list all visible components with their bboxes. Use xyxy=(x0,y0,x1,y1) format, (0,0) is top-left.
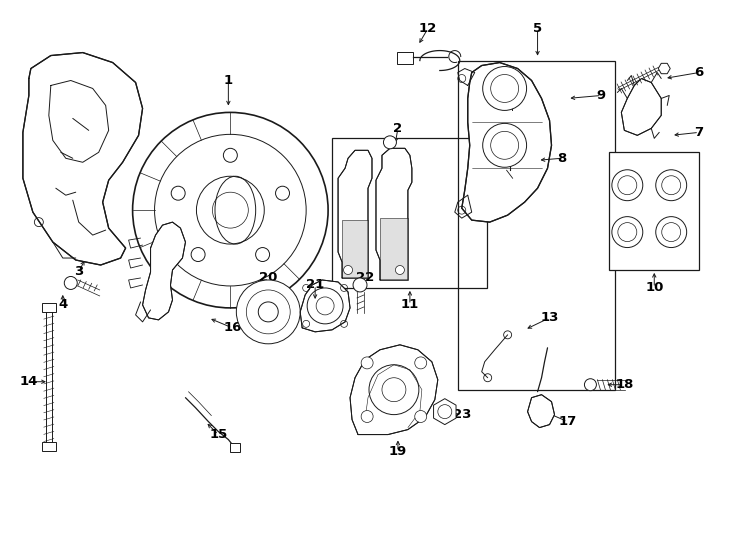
Polygon shape xyxy=(658,63,670,73)
Polygon shape xyxy=(380,218,408,280)
Circle shape xyxy=(361,357,373,369)
Circle shape xyxy=(65,276,77,289)
Text: 4: 4 xyxy=(58,299,68,312)
Circle shape xyxy=(655,217,687,247)
Text: 18: 18 xyxy=(615,378,633,391)
Polygon shape xyxy=(434,399,456,424)
Text: 10: 10 xyxy=(645,281,664,294)
Circle shape xyxy=(275,186,289,200)
Circle shape xyxy=(255,247,269,261)
Circle shape xyxy=(483,66,526,110)
Text: 17: 17 xyxy=(559,415,577,428)
Text: 6: 6 xyxy=(694,66,704,79)
Text: 19: 19 xyxy=(389,445,407,458)
Bar xyxy=(230,443,240,451)
Circle shape xyxy=(612,217,643,247)
Circle shape xyxy=(415,410,426,422)
Text: 12: 12 xyxy=(418,22,437,35)
Text: 15: 15 xyxy=(209,428,228,441)
Circle shape xyxy=(361,410,373,422)
Polygon shape xyxy=(376,148,412,280)
Circle shape xyxy=(197,176,264,244)
Text: 3: 3 xyxy=(74,266,84,279)
Polygon shape xyxy=(462,63,551,222)
Bar xyxy=(332,138,487,288)
Circle shape xyxy=(236,280,300,344)
Bar xyxy=(609,152,700,270)
Polygon shape xyxy=(338,150,372,278)
Circle shape xyxy=(353,278,367,292)
Circle shape xyxy=(415,357,426,369)
Polygon shape xyxy=(350,345,437,435)
Text: 20: 20 xyxy=(259,272,277,285)
Text: 14: 14 xyxy=(20,375,38,388)
Bar xyxy=(397,51,413,64)
Text: 23: 23 xyxy=(453,408,471,421)
Circle shape xyxy=(483,123,526,167)
Text: 11: 11 xyxy=(401,299,419,312)
Polygon shape xyxy=(342,220,368,278)
Circle shape xyxy=(504,149,515,160)
Polygon shape xyxy=(528,395,554,428)
Text: 8: 8 xyxy=(557,152,566,165)
Polygon shape xyxy=(142,222,186,320)
Circle shape xyxy=(223,148,237,163)
Circle shape xyxy=(383,136,396,149)
Polygon shape xyxy=(42,303,56,312)
Text: 13: 13 xyxy=(540,312,559,325)
Text: 16: 16 xyxy=(223,321,241,334)
Text: 1: 1 xyxy=(224,74,233,87)
Polygon shape xyxy=(23,52,142,265)
Text: 2: 2 xyxy=(393,122,402,135)
Circle shape xyxy=(396,266,404,274)
Polygon shape xyxy=(622,78,661,136)
Circle shape xyxy=(655,170,687,201)
Text: 22: 22 xyxy=(356,272,374,285)
Text: 21: 21 xyxy=(306,279,324,292)
Text: 7: 7 xyxy=(694,126,704,139)
Polygon shape xyxy=(300,280,350,332)
Circle shape xyxy=(171,186,185,200)
Circle shape xyxy=(584,379,597,390)
Text: 5: 5 xyxy=(533,22,542,35)
Polygon shape xyxy=(42,442,56,450)
Text: 9: 9 xyxy=(597,89,606,102)
Circle shape xyxy=(612,170,643,201)
Bar xyxy=(504,92,520,103)
Circle shape xyxy=(344,266,352,274)
Bar xyxy=(458,60,615,390)
Circle shape xyxy=(191,247,205,261)
